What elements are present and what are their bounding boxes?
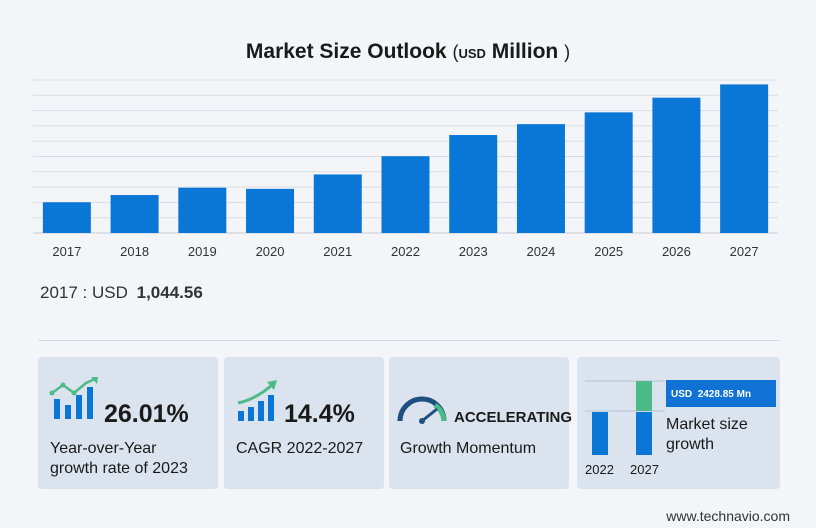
bar-2019 (178, 187, 227, 233)
yoy-card: 26.01% Year-over-Year growth rate of 202… (38, 357, 218, 489)
bar-2017 (42, 202, 91, 233)
bar-2023 (449, 135, 498, 233)
bar-2024 (516, 124, 565, 233)
x-tick-label-2025: 2025 (594, 244, 623, 259)
chart-title-main: Market Size Outlook (245, 40, 447, 63)
speedometer-icon (397, 396, 447, 424)
cagr-chart-icon (237, 380, 277, 421)
base-year-label: 2017 : USD 1,044.56 (40, 283, 203, 303)
growth-card: 2022 2027 Market size growth (577, 357, 780, 489)
x-tick-label-2017: 2017 (52, 244, 81, 259)
x-tick-label-2019: 2019 (188, 244, 217, 259)
momentum-card: ACCELERATING Growth Momentum (389, 357, 573, 489)
bar-chart: 2017 2018 2019 2020 2021 2022 2023 2024 2025 2026… (33, 79, 778, 259)
cagr-value: 14.4% (284, 400, 355, 428)
divider (38, 340, 780, 341)
mini-bar-2022 (592, 412, 608, 455)
growth-year-end: 2027 (630, 462, 659, 477)
x-tick-label-2020: 2020 (256, 244, 285, 259)
cagr-card: 14.4% CAGR 2022-2027 (224, 357, 384, 489)
bar-2025 (584, 112, 633, 233)
x-tick-label-2018: 2018 (120, 244, 149, 259)
growth-badge: USD 2428.85 Mn (666, 380, 776, 407)
title-paren-close: ) (564, 42, 571, 62)
x-tick-label-2027: 2027 (730, 244, 759, 259)
bar-2022 (381, 156, 430, 233)
x-tick-label-2023: 2023 (459, 244, 488, 259)
growth-badge-unit: USD (671, 389, 693, 400)
cagr-line1: CAGR 2022-2027 (236, 440, 364, 457)
yoy-line2: growth rate of 2023 (50, 460, 188, 477)
momentum-line1: Growth Momentum (400, 440, 537, 457)
x-tick-label-2021: 2021 (323, 244, 352, 259)
chart-title: Market Size Outlook (USD Million ) (0, 40, 816, 64)
x-tick-label-2026: 2026 (662, 244, 691, 259)
bar-2020 (246, 188, 295, 233)
x-tick-label-2022: 2022 (391, 244, 420, 259)
base-year-prefix: 2017 : USD (40, 283, 128, 302)
momentum-value: ACCELERATING (454, 409, 573, 426)
growth-mini-chart (585, 380, 665, 455)
growth-badge-value: 2428.85 Mn (697, 389, 752, 400)
growth-line1: Market size (666, 416, 748, 433)
bar-2026 (652, 97, 701, 234)
growth-line2: growth (666, 436, 715, 453)
bar-2021 (313, 174, 362, 233)
mini-bar-2027-growth (636, 381, 652, 411)
base-year-value: 1,044.56 (136, 283, 203, 302)
yoy-value: 26.01% (104, 400, 189, 428)
x-tick-label-2024: 2024 (526, 244, 555, 259)
title-unit-small: USD (458, 46, 486, 61)
bar-2018 (110, 195, 159, 233)
bar-2027 (720, 84, 769, 234)
title-unit-big: Million (491, 40, 559, 63)
growth-year-start: 2022 (585, 462, 614, 477)
yoy-line1: Year-over-Year (50, 440, 157, 457)
footer-url: www.technavio.com (666, 508, 790, 524)
title-paren-open: ( (452, 42, 459, 62)
growth-chart-icon (49, 377, 98, 419)
mini-bar-2027-base (636, 412, 652, 455)
